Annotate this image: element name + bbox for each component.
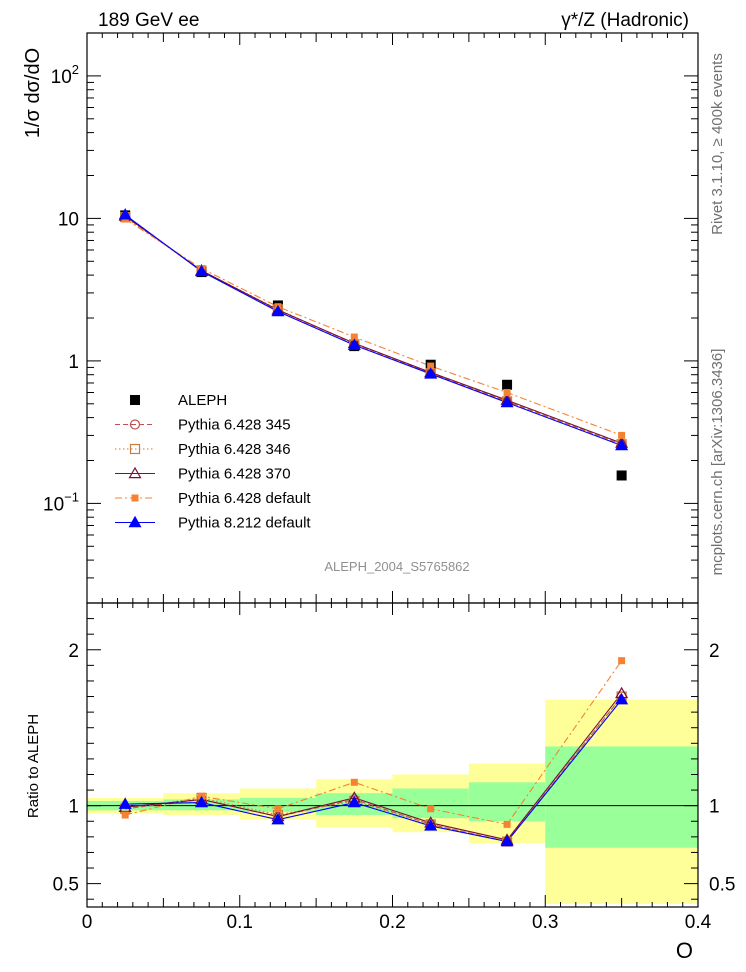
legend-marker	[131, 494, 139, 502]
main-data-point	[271, 304, 285, 317]
legend-marker	[129, 443, 141, 455]
ratio-data-point	[347, 795, 361, 808]
ratio-data-point	[503, 820, 511, 828]
analysis-id-watermark: ALEPH_2004_S5765862	[324, 559, 469, 574]
ratio-data-point	[121, 811, 129, 819]
main-series-line-5	[124, 214, 622, 446]
x-axis-label: O	[676, 938, 693, 963]
main-data-point	[616, 470, 627, 481]
ratio-y-tick-label-left: 1	[68, 797, 79, 818]
main-data-point	[618, 431, 626, 439]
legend-marker	[128, 515, 142, 528]
main-series-line-1	[124, 216, 622, 445]
ratio-inner-band	[392, 788, 469, 819]
ratio-data-point	[427, 805, 435, 813]
ratio-data-point	[618, 657, 626, 665]
main-data-point	[347, 338, 361, 350]
main-data-point	[195, 264, 209, 277]
main-series-line-3	[124, 215, 622, 444]
legend-label: Pythia 6.428 346	[178, 441, 291, 458]
rivet-version-label: Rivet 3.1.10, ≥ 400k events	[709, 53, 726, 235]
legend-label: Pythia 6.428 default	[178, 490, 311, 507]
main-data-point	[503, 389, 511, 397]
x-tick-label: 0.2	[379, 912, 405, 933]
main-y-axis-label: 1/σ dσ/dO	[22, 48, 44, 138]
main-data-point	[118, 208, 132, 220]
ratio-data-point	[615, 692, 629, 705]
ratio-data-point	[195, 795, 209, 808]
ratio-data-point	[118, 797, 132, 809]
x-tick-label: 0.1	[227, 912, 253, 933]
legend-label: Pythia 6.428 345	[178, 417, 291, 434]
main-y-tick-label: 1	[68, 352, 79, 373]
ratio-data-point	[274, 805, 282, 813]
legend-marker	[129, 419, 141, 430]
header-left-label: 189 GeV ee	[98, 10, 199, 31]
main-data-point	[500, 395, 514, 408]
ratio-y-tick-label-right: 2	[709, 641, 720, 662]
main-data-point	[350, 333, 358, 341]
main-y-tick-label: 10−1	[43, 489, 79, 515]
main-data-point	[502, 379, 513, 390]
mcplots-source-label: mcplots.cern.ch [arXiv:1306.3436]	[709, 349, 726, 576]
ratio-inner-band	[239, 797, 317, 812]
legend-label: ALEPH	[178, 392, 227, 409]
legend-label: Pythia 6.428 370	[178, 466, 291, 483]
ratio-inner-band	[468, 782, 546, 822]
main-data-point	[424, 367, 438, 379]
main-y-tick-label: 10	[58, 209, 79, 230]
legend-label: Pythia 8.212 default	[178, 515, 311, 532]
ratio-data-point	[500, 834, 514, 847]
header-right-label: γ*/Z (Hadronic)	[561, 10, 689, 31]
legend-marker	[128, 466, 142, 479]
ratio-data-point	[424, 819, 438, 831]
legend-marker	[130, 395, 140, 405]
x-tick-label: 0.3	[532, 912, 558, 933]
x-tick-label: 0.4	[685, 912, 712, 933]
ratio-y-tick-label-left: 2	[68, 641, 79, 662]
main-series-line-2	[124, 216, 622, 445]
ratio-data-point	[271, 812, 285, 825]
ratio-y-tick-label-right: 1	[709, 797, 720, 818]
ratio-data-point	[350, 778, 358, 786]
ratio-y-tick-label-right: 0.5	[709, 875, 735, 896]
main-data-point	[427, 362, 435, 370]
main-data-point	[615, 438, 629, 451]
ratio-y-tick-label-left: 0.5	[53, 875, 79, 896]
main-y-tick-label: 102	[51, 62, 79, 88]
x-tick-label: 0	[82, 912, 93, 933]
ratio-y-axis-label: Ratio to ALEPH	[25, 714, 42, 818]
